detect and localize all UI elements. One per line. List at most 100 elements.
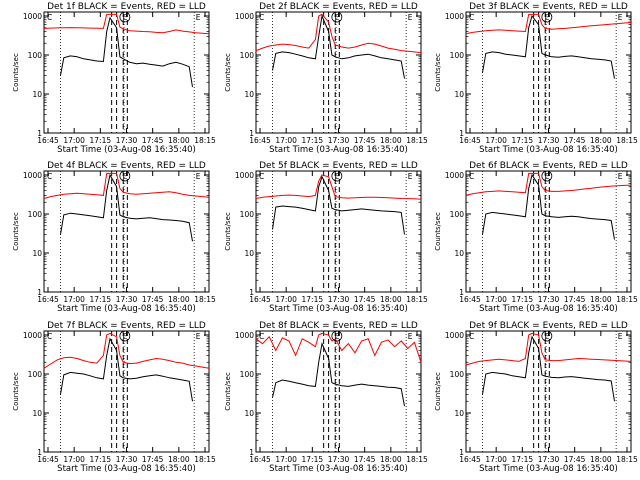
x-tick-label: 17:30 <box>328 295 350 304</box>
x-axis-label: Start Time (03-Aug-08 16:35:40) <box>269 464 408 474</box>
plot-frame <box>43 330 210 453</box>
panel-title: Det 6f BLACK = Events, RED = LLD <box>469 161 628 171</box>
y-tick-label: 100 <box>450 370 465 379</box>
y-tick-label: 100 <box>240 370 255 379</box>
overlay-mark: C <box>259 172 264 181</box>
events-series-line <box>482 335 615 402</box>
y-tick-label: 1000 <box>445 331 464 340</box>
lld-series-line <box>255 13 422 54</box>
x-tick-label: 18:15 <box>194 455 216 464</box>
x-tick-label: 18:00 <box>590 295 612 304</box>
overlay-mark: E <box>122 172 127 181</box>
y-tick-label: 1000 <box>235 331 254 340</box>
y-tick-label: 1 <box>249 129 254 138</box>
x-tick-label: 18:15 <box>406 295 428 304</box>
x-tick-label: 17:00 <box>63 136 85 145</box>
x-tick-label: 17:15 <box>302 136 324 145</box>
lld-series-line <box>43 13 210 35</box>
x-tick-label: 17:15 <box>302 295 324 304</box>
y-tick-label: 1000 <box>23 171 42 180</box>
overlay-mark: E <box>618 13 623 22</box>
x-tick-label: 18:15 <box>616 455 638 464</box>
x-tick-label: 17:45 <box>564 136 586 145</box>
plot-frame <box>465 170 632 293</box>
overlay-circle-mark <box>331 170 343 182</box>
x-tick-label: 16:45 <box>459 136 481 145</box>
y-tick-label: 100 <box>28 370 43 379</box>
x-tick-label: 17:15 <box>512 136 534 145</box>
overlay-mark: E <box>408 172 413 181</box>
y-axis-label: Counts/sec <box>434 53 442 92</box>
overlay-mark: C <box>259 13 264 22</box>
y-tick-label: 100 <box>28 210 43 219</box>
x-tick-label: 17:30 <box>538 455 560 464</box>
lld-series-line <box>43 172 210 199</box>
x-axis-label: Start Time (03-Aug-08 16:35:40) <box>57 304 196 314</box>
panel-det-5: Det 5f BLACK = Events, RED = LLD 1 10 100 10… <box>224 161 428 314</box>
plot-frame <box>43 170 210 293</box>
x-tick-label: 17:15 <box>90 136 112 145</box>
y-tick-label: 1 <box>37 288 42 297</box>
y-tick-label: 100 <box>450 210 465 219</box>
panel-det-6: Det 6f BLACK = Events, RED = LLD 1 10 100 10… <box>434 161 638 314</box>
events-series-line <box>482 14 615 79</box>
x-tick-label: 17:30 <box>328 455 350 464</box>
x-tick-label: 18:00 <box>590 455 612 464</box>
x-tick-label: 18:00 <box>380 455 402 464</box>
y-tick-label: 1 <box>249 288 254 297</box>
overlay-mark: C <box>469 332 474 341</box>
y-tick-label: 1000 <box>445 171 464 180</box>
x-tick-label: 17:45 <box>142 136 164 145</box>
y-tick-label: 1000 <box>23 12 42 21</box>
y-tick-label: 1 <box>459 288 464 297</box>
x-tick-label: 17:00 <box>63 295 85 304</box>
overlay-mark: E <box>122 332 127 341</box>
x-tick-label: 17:30 <box>328 136 350 145</box>
lld-series-line <box>465 13 632 35</box>
overlay-mark: E <box>618 172 623 181</box>
panel-title: Det 4f BLACK = Events, RED = LLD <box>47 161 206 171</box>
y-axis-label: Counts/sec <box>12 372 20 411</box>
panel-title: Det 8f BLACK = Events, RED = LLD <box>259 321 418 331</box>
x-tick-label: 17:15 <box>90 295 112 304</box>
x-tick-label: 17:45 <box>564 455 586 464</box>
x-tick-label: 18:00 <box>380 136 402 145</box>
x-axis-label: Start Time (03-Aug-08 16:35:40) <box>269 145 408 155</box>
y-axis-label: Counts/sec <box>434 212 442 251</box>
y-tick-label: 100 <box>240 210 255 219</box>
overlay-mark: E <box>544 332 549 341</box>
events-series-line <box>60 16 193 88</box>
y-tick-label: 1 <box>37 129 42 138</box>
y-axis-label: Counts/sec <box>224 372 232 411</box>
overlay-mark: C <box>47 332 52 341</box>
x-axis-label: Start Time (03-Aug-08 16:35:40) <box>479 464 618 474</box>
y-tick-label: 1000 <box>445 12 464 21</box>
overlay-circle-mark <box>541 330 553 342</box>
panel-title: Det 5f BLACK = Events, RED = LLD <box>259 161 418 171</box>
x-tick-label: 17:45 <box>354 455 376 464</box>
x-tick-label: 17:45 <box>142 295 164 304</box>
x-tick-label: 18:00 <box>590 136 612 145</box>
overlay-mark: C <box>469 13 474 22</box>
x-tick-label: 18:15 <box>406 136 428 145</box>
panel-title: Det 3f BLACK = Events, RED = LLD <box>469 2 628 12</box>
overlay-mark: E <box>408 13 413 22</box>
lld-series-line <box>255 174 422 200</box>
overlay-mark: E <box>544 172 549 181</box>
overlay-mark: E <box>544 13 549 22</box>
y-axis-label: Counts/sec <box>224 212 232 251</box>
y-tick-label: 1 <box>249 448 254 457</box>
overlay-circle-mark <box>119 330 131 342</box>
x-tick-label: 18:15 <box>616 136 638 145</box>
overlay-circle-mark <box>541 170 553 182</box>
events-series-line <box>482 173 615 240</box>
overlay-mark: E <box>334 332 339 341</box>
overlay-mark: E <box>122 13 127 22</box>
x-tick-label: 17:45 <box>354 295 376 304</box>
events-series-line <box>60 173 193 242</box>
x-axis-label: Start Time (03-Aug-08 16:35:40) <box>479 304 618 314</box>
y-tick-label: 10 <box>244 90 254 99</box>
panel-det-8: Det 8f BLACK = Events, RED = LLD 1 10 100 10… <box>224 321 428 474</box>
x-tick-label: 18:15 <box>406 455 428 464</box>
